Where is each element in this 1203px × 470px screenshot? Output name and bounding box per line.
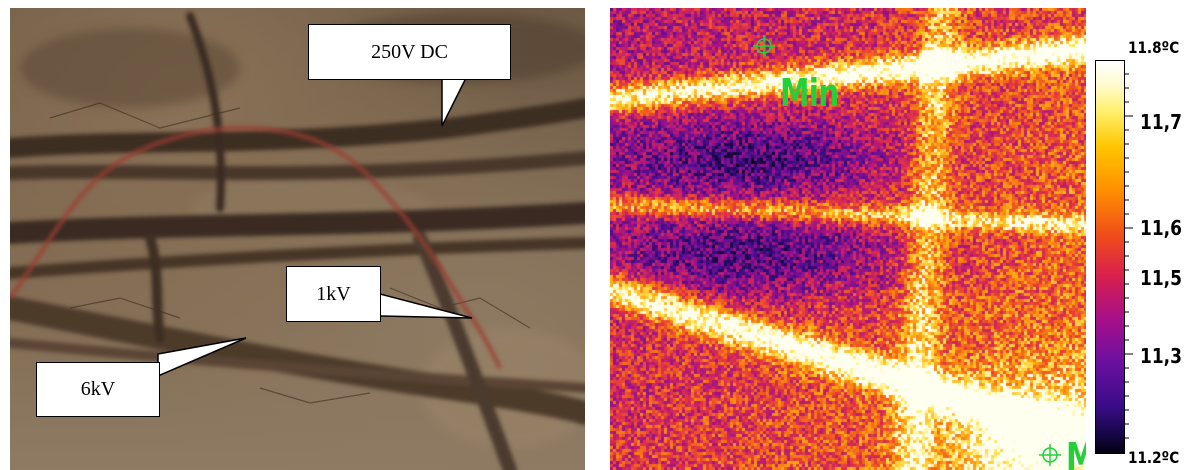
- scale-tick-label: 11,3: [1140, 344, 1182, 368]
- callout-6kv-label: 6kV: [80, 378, 116, 400]
- scale-min-label: 11.2ºC: [1128, 448, 1180, 467]
- scale-tick-label: 11,5: [1140, 266, 1182, 290]
- scale-tick-marks: [1124, 73, 1133, 439]
- callout-250v-dc-label: 250V DC: [371, 40, 448, 63]
- min-marker-label: Min: [780, 71, 839, 115]
- callout-250v-dc: 250V DC: [308, 24, 511, 80]
- scale-tick-label: 11,6: [1140, 216, 1182, 240]
- cable-photo: 250V DC 1kV 6kV: [10, 8, 585, 470]
- callout-1kv-label: 1kV: [316, 282, 351, 305]
- max-crosshair-icon: [1039, 444, 1061, 466]
- scale-tick-label: 11,7: [1140, 110, 1182, 134]
- cable-bundle-drawing: [10, 12, 585, 470]
- temperature-color-scale: [1095, 60, 1125, 454]
- thermal-heatmap: [610, 8, 1086, 470]
- callout-1kv: 1kV: [286, 266, 381, 322]
- min-crosshair-icon: [753, 35, 775, 57]
- max-marker-label: M: [1066, 438, 1086, 470]
- callout-6kv: 6kV: [36, 362, 160, 417]
- thermal-image: Min M: [610, 8, 1086, 470]
- scale-max-label: 11.8ºC: [1128, 38, 1180, 57]
